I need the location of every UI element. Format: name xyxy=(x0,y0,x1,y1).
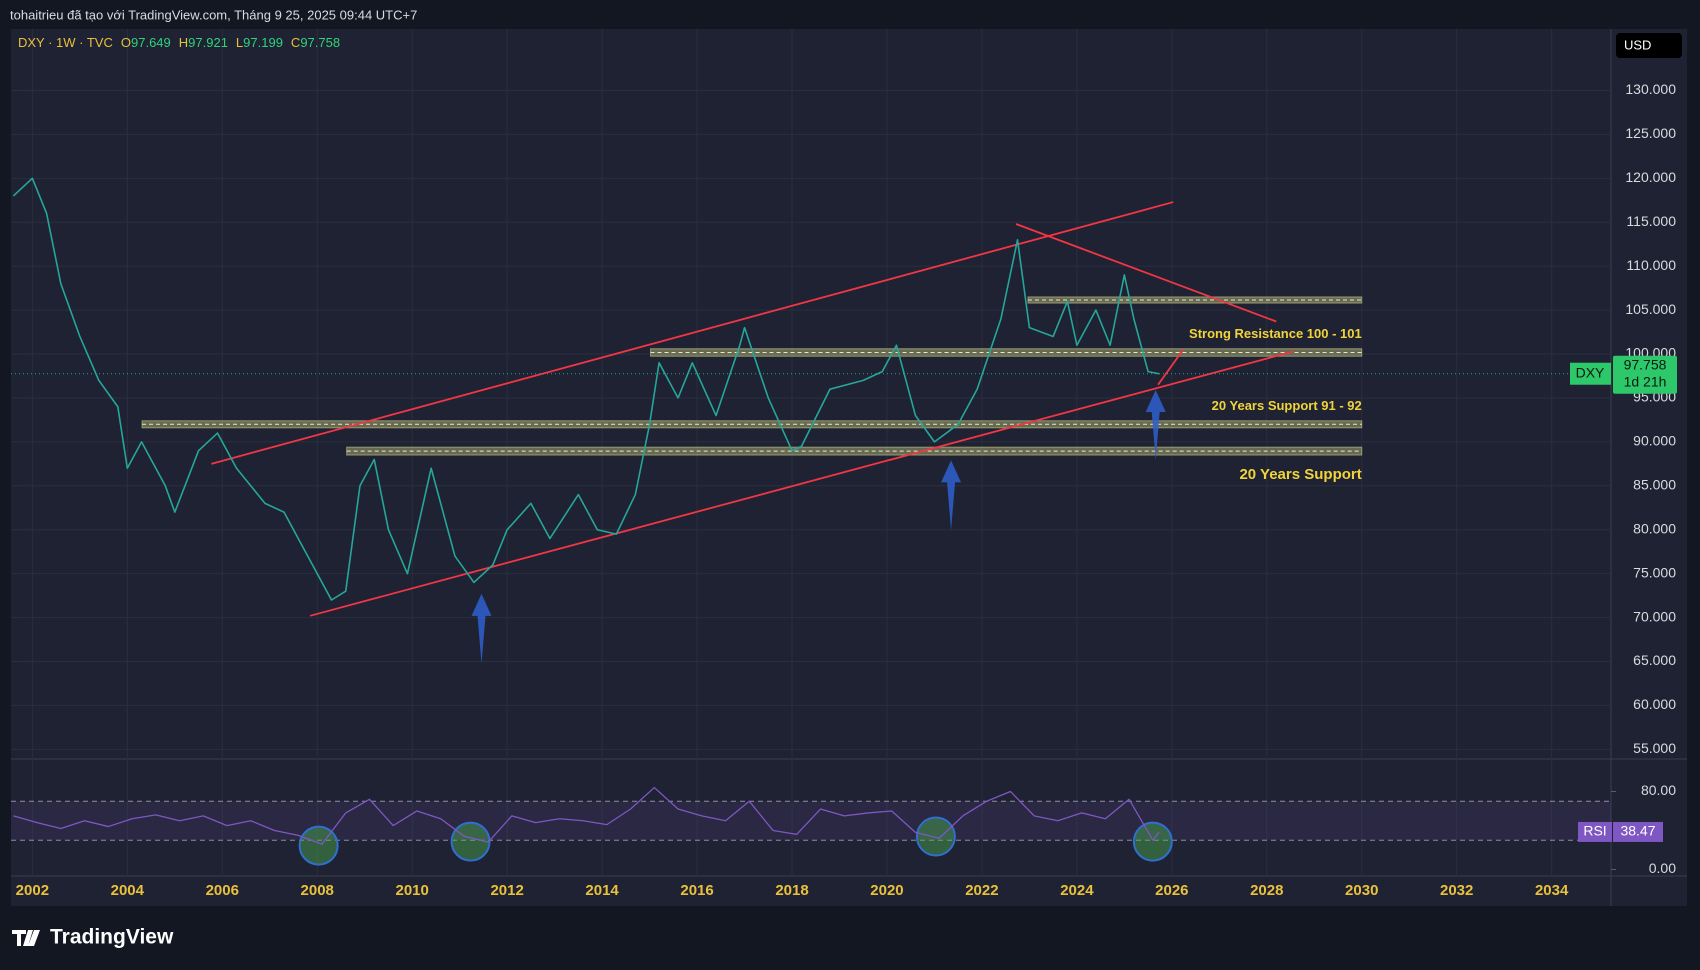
rsi-value-tag xyxy=(1613,821,1663,842)
x-tick-label: 2002 xyxy=(16,882,49,899)
price-line xyxy=(13,786,1160,845)
rsi-value: 38.47 xyxy=(1620,823,1655,839)
rsi-band xyxy=(11,801,1611,841)
ohlc-value: 97.199 xyxy=(243,35,283,50)
x-tick-label: 2028 xyxy=(1250,882,1283,899)
y-tick-label: 65.000 xyxy=(1633,652,1676,668)
y-tick-label: 90.000 xyxy=(1633,433,1676,449)
rsi-circle xyxy=(450,821,491,862)
x-tick-label: 2008 xyxy=(301,882,334,899)
legend: DXY · 1W · TVC O97.649 H97.921 L97.199 C97.7… xyxy=(18,35,340,50)
x-tick-label: 2022 xyxy=(965,882,998,899)
x-tick-label: 2010 xyxy=(395,882,428,899)
last-price-tag xyxy=(1613,355,1677,394)
chart-area xyxy=(11,29,1687,906)
x-tick-label: 2034 xyxy=(1535,882,1569,899)
currency-label[interactable]: USD xyxy=(1624,37,1651,52)
x-tick-label: 2006 xyxy=(206,882,239,899)
x-tick-label: 2014 xyxy=(585,882,619,899)
rsi-circle xyxy=(1132,821,1173,862)
arrow xyxy=(471,593,492,664)
rsi-name-tag xyxy=(1578,821,1612,842)
trendline xyxy=(1157,349,1184,386)
ohlc-label: C xyxy=(291,35,300,50)
footer-brand: TradingView xyxy=(50,926,174,949)
ohlc-value: 97.649 xyxy=(131,35,171,50)
y-tick-label: 80.000 xyxy=(1633,520,1676,536)
y-tick-label: 55.000 xyxy=(1633,740,1676,756)
header-title: tohaitrieu đã tạo với TradingView.com, T… xyxy=(10,7,417,22)
y-tick-label: 70.000 xyxy=(1633,608,1676,624)
x-tick-label: 2026 xyxy=(1155,882,1188,899)
ohlc-label: L xyxy=(236,35,243,50)
x-tick-label: 2004 xyxy=(111,882,145,899)
arrow xyxy=(941,460,962,531)
x-tick-label: 2024 xyxy=(1060,882,1094,899)
zone-label: 20 Years Support xyxy=(1239,466,1361,483)
symbol-tag-label: DXY xyxy=(1576,364,1605,380)
ohlc-value: 97.758 xyxy=(300,35,340,50)
y-tick-label: 125.000 xyxy=(1625,125,1676,141)
zone-label: Strong Resistance 100 - 101 xyxy=(1189,326,1362,341)
price-line xyxy=(12,177,1160,601)
zone-label: 20 Years Support 91 - 92 xyxy=(1212,398,1362,413)
rsi-name: RSI xyxy=(1583,823,1606,839)
legend-symbol: DXY · 1W · TVC xyxy=(18,35,113,50)
rsi-tick-label: 80.00 xyxy=(1641,782,1676,798)
countdown: 1d 21h xyxy=(1624,373,1667,389)
trendline xyxy=(211,201,1174,465)
x-tick-label: 2012 xyxy=(490,882,523,899)
trendline xyxy=(1015,223,1277,323)
y-tick-label: 60.000 xyxy=(1633,696,1676,712)
y-tick-label: 115.000 xyxy=(1626,213,1676,229)
rsi-circle xyxy=(298,825,339,866)
y-tick-label: 75.000 xyxy=(1633,564,1676,580)
y-tick-label: 110.000 xyxy=(1626,257,1676,273)
x-tick-label: 2032 xyxy=(1440,882,1473,899)
x-tick-label: 2018 xyxy=(775,882,808,899)
ohlc-value: 97.921 xyxy=(188,35,228,50)
last-price-value: 97.758 xyxy=(1624,356,1667,372)
x-tick-label: 2020 xyxy=(870,882,903,899)
y-tick-label: 120.000 xyxy=(1625,169,1676,185)
ohlc-label: H xyxy=(179,35,188,50)
rsi-tick-label: 0.00 xyxy=(1649,860,1676,876)
ohlc-label: O xyxy=(121,35,131,50)
footer-logo xyxy=(12,930,40,946)
arrow xyxy=(1145,390,1166,461)
y-tick-label: 130.000 xyxy=(1625,81,1676,97)
x-tick-label: 2030 xyxy=(1345,882,1378,899)
rsi-circle xyxy=(915,816,956,857)
x-tick-label: 2016 xyxy=(680,882,713,899)
currency-button[interactable] xyxy=(1616,33,1682,58)
y-tick-label: 105.000 xyxy=(1625,301,1676,317)
y-tick-label: 85.000 xyxy=(1633,477,1676,493)
symbol-tag xyxy=(1570,362,1611,385)
trendline xyxy=(309,350,1294,617)
